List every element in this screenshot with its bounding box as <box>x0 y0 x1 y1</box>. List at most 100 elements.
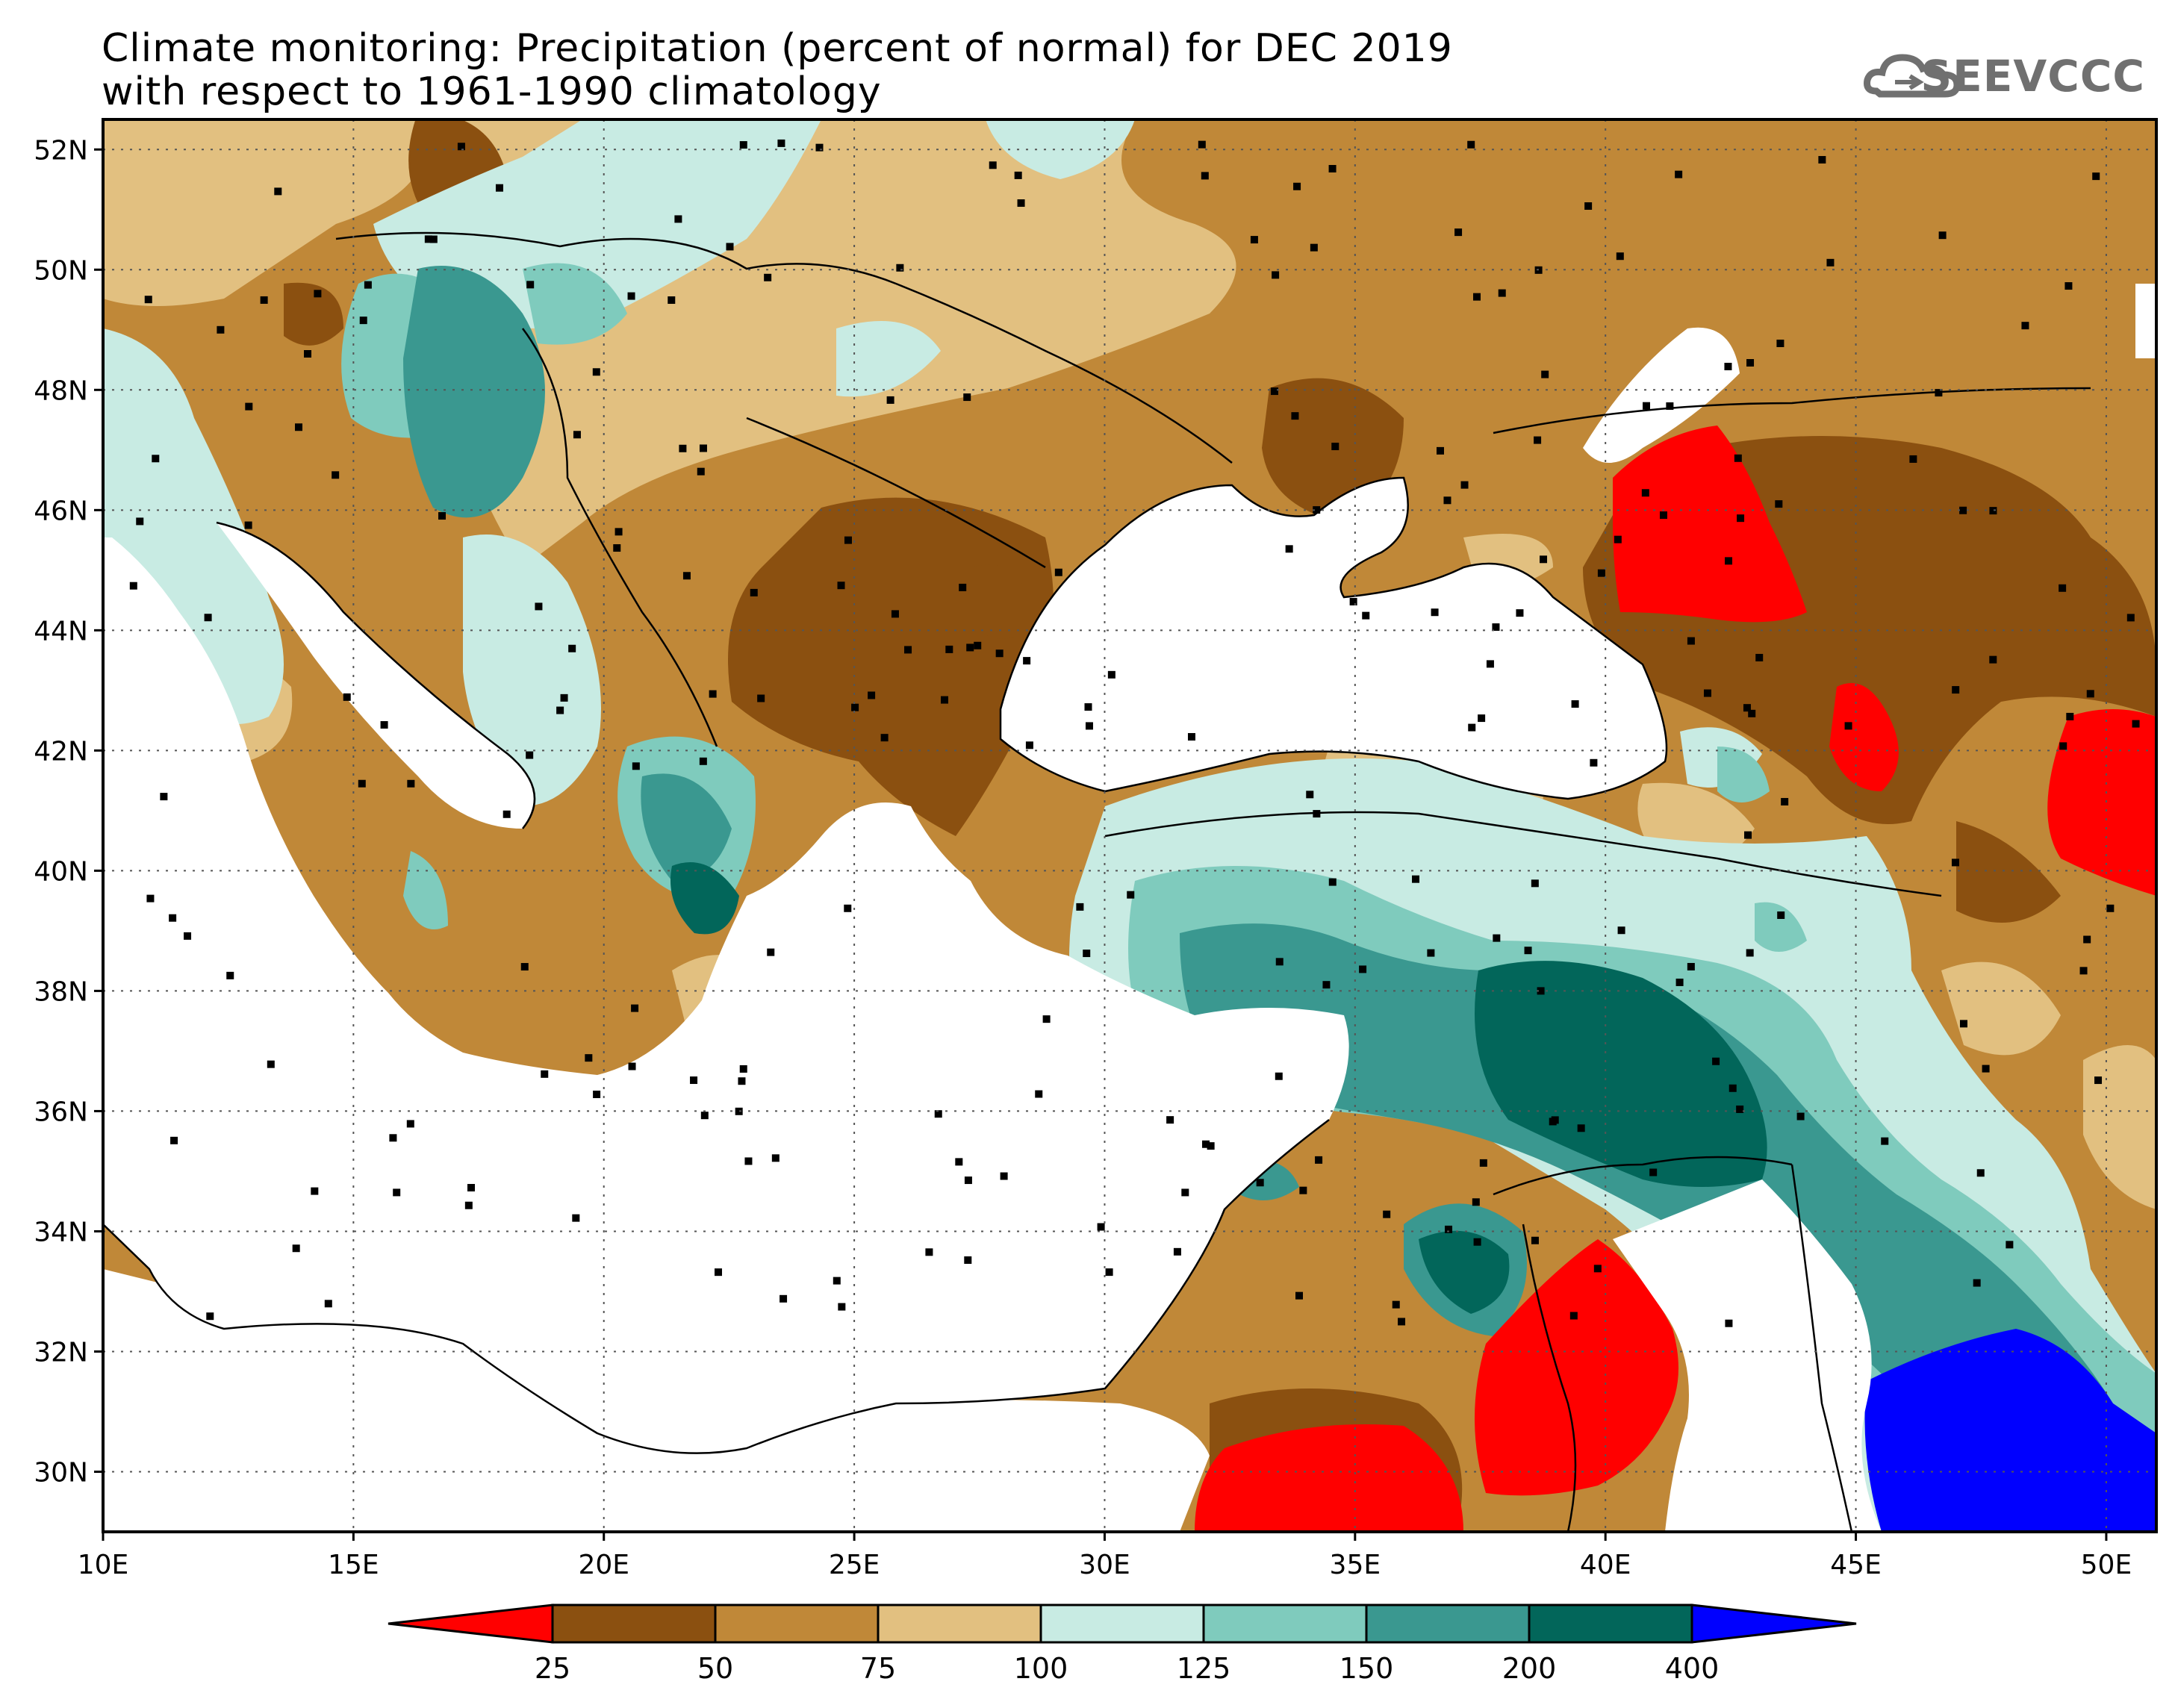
cloud-icon <box>1864 54 1961 98</box>
station-dot <box>1201 172 1209 180</box>
station-dot <box>1675 170 1683 178</box>
band-200-400 <box>670 862 1767 1314</box>
station-dot <box>206 1312 214 1321</box>
legend-swatch <box>551 1603 717 1644</box>
station-dot <box>1313 506 1321 514</box>
station-dot <box>129 582 137 590</box>
station-dot <box>244 521 252 529</box>
title-line-1: Climate monitoring: Precipitation (perce… <box>102 26 1453 71</box>
station-dot <box>632 762 640 770</box>
legend-label: 150 <box>1339 1652 1394 1685</box>
station-dot <box>2132 720 2140 728</box>
legend-swatch <box>714 1603 880 1644</box>
station-dot <box>1551 1116 1559 1124</box>
station-dot <box>1445 1225 1453 1233</box>
station-dot <box>541 1070 549 1078</box>
legend-label: 200 <box>1502 1652 1557 1685</box>
station-dot <box>1293 182 1301 190</box>
station-dot <box>699 757 707 765</box>
station-dot <box>1687 962 1695 970</box>
station-dot <box>674 215 682 223</box>
y-tick-label: 52N <box>34 135 88 166</box>
legend-label: 125 <box>1177 1652 1231 1685</box>
legend-label: 100 <box>1014 1652 1068 1685</box>
station-dot <box>1313 810 1321 818</box>
station-dot <box>380 721 388 729</box>
station-dot <box>1315 1156 1323 1164</box>
station-dot <box>1291 412 1299 420</box>
station-dot <box>1486 660 1494 668</box>
station-dot <box>1952 686 1960 694</box>
station-dot <box>585 1054 593 1062</box>
station-dot <box>1207 1142 1215 1150</box>
station-dot <box>1025 741 1033 749</box>
station-dot <box>780 1294 788 1303</box>
station-dot <box>1959 1020 1967 1028</box>
station-dot <box>945 645 953 653</box>
station-dot <box>1097 1223 1105 1231</box>
station-dot <box>1272 271 1280 279</box>
station-dot <box>311 1187 319 1195</box>
x-tick-label: 35E <box>1330 1550 1381 1580</box>
station-dot <box>1256 1179 1264 1187</box>
station-dot <box>1443 496 1451 505</box>
station-dot <box>613 544 621 552</box>
station-dot <box>274 187 282 196</box>
station-dot <box>891 610 899 618</box>
station-dot <box>1107 670 1115 679</box>
station-dot <box>160 793 168 801</box>
station-dot <box>837 582 845 590</box>
station-dot <box>1776 339 1785 347</box>
station-dot <box>1076 903 1084 911</box>
station-dot <box>963 393 971 402</box>
station-dot <box>1584 202 1593 211</box>
y-tick-label: 40N <box>34 856 88 887</box>
station-dot <box>1649 1168 1658 1176</box>
station-dot <box>406 1120 414 1128</box>
station-dot <box>1493 934 1501 942</box>
station-dot <box>146 894 155 903</box>
y-tick-label: 36N <box>34 1097 88 1127</box>
latitude-axis: 30N 32N 34N 36N 38N 40N 42N 44N 46N 48N 50N 52N <box>34 135 103 1488</box>
station-dot <box>1643 402 1651 410</box>
station-dot <box>393 1188 401 1197</box>
station-dot <box>886 396 894 404</box>
station-dot <box>1173 1247 1181 1256</box>
station-dot <box>1359 965 1367 973</box>
station-dot <box>1000 1172 1008 1180</box>
station-dot <box>974 641 982 649</box>
station-dot <box>1275 958 1283 966</box>
station-dot <box>628 1062 636 1070</box>
station-dot <box>627 292 635 300</box>
station-dot <box>1541 370 1549 378</box>
x-tick-label: 50E <box>2081 1550 2132 1580</box>
station-dot <box>1703 689 1711 697</box>
title-line-2: with respect to 1961-1990 climatology <box>102 69 882 114</box>
station-dot <box>709 690 717 698</box>
station-dot <box>1748 709 1756 717</box>
station-dot <box>1270 387 1278 396</box>
station-dot <box>1534 436 1542 444</box>
y-tick-label: 44N <box>34 616 88 646</box>
station-dot <box>364 281 372 289</box>
station-dot <box>1951 858 1959 867</box>
station-dot <box>358 779 366 788</box>
station-dot <box>152 455 160 463</box>
station-dot <box>739 1065 747 1073</box>
station-dot <box>1472 293 1481 301</box>
station-dot <box>144 296 152 304</box>
station-dot <box>1675 978 1684 986</box>
y-tick-label: 50N <box>34 255 88 286</box>
station-dot <box>292 1244 300 1253</box>
station-dot <box>429 235 438 243</box>
y-tick-label: 30N <box>34 1457 88 1488</box>
station-dot <box>1085 722 1093 730</box>
station-dot <box>1524 947 1532 955</box>
station-dot <box>304 349 312 358</box>
colorbar-legend: 25 50 75 100 125 150 200 400 <box>388 1603 1857 1685</box>
band-below-25 <box>1195 426 2156 1532</box>
station-dot <box>332 471 340 479</box>
station-dot <box>1478 714 1486 723</box>
station-dot <box>777 139 785 147</box>
station-dot <box>679 444 687 452</box>
